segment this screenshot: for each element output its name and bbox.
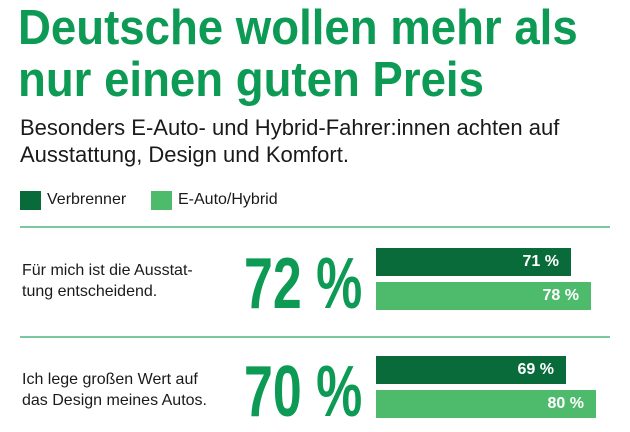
title-line-2: nur einen guten Preis bbox=[18, 53, 484, 107]
title-line-1: Deutsche wollen mehr als bbox=[18, 1, 578, 55]
legend-swatch-ehybrid bbox=[151, 191, 172, 210]
legend-swatch-verbrenner bbox=[20, 191, 41, 210]
bar-1-verbrenner: 71 % bbox=[376, 248, 571, 276]
subtitle-line-2: Ausstattung, Design und Komfort. bbox=[20, 142, 349, 167]
bar-1-ehybrid-label: 78 % bbox=[542, 287, 579, 304]
total-percent-2: 70 % bbox=[244, 352, 384, 432]
total-percent-1-text: 72 % bbox=[244, 244, 363, 324]
total-percent-1: 72 % bbox=[244, 244, 384, 324]
statement-2: Ich lege großen Wert auf das Design mein… bbox=[22, 369, 232, 411]
statement-1: Für mich ist die Ausstat- tung entscheid… bbox=[22, 260, 232, 302]
bar-2-verbrenner: 69 % bbox=[376, 356, 566, 384]
page-title: Deutsche wollen mehr als nur einen guten… bbox=[18, 2, 630, 106]
legend-label-verbrenner: Verbrenner bbox=[47, 191, 127, 208]
bar-2-verbrenner-label: 69 % bbox=[517, 361, 554, 378]
statement-2-line-2: das Design meines Autos. bbox=[22, 392, 207, 409]
legend-label-ehybrid: E-Auto/Hybrid bbox=[178, 191, 278, 208]
bar-1-verbrenner-label: 71 % bbox=[522, 253, 559, 270]
statement-1-line-2: tung entscheidend. bbox=[22, 283, 158, 300]
total-percent-2-text: 70 % bbox=[244, 352, 363, 432]
divider-top bbox=[20, 226, 610, 228]
subtitle-line-1: Besonders E-Auto- und Hybrid-Fahrer:inne… bbox=[20, 115, 560, 140]
bar-1-ehybrid: 78 % bbox=[376, 282, 591, 310]
bar-2-ehybrid: 80 % bbox=[376, 390, 596, 418]
statement-1-line-1: Für mich ist die Ausstat- bbox=[22, 262, 193, 279]
subtitle: Besonders E-Auto- und Hybrid-Fahrer:inne… bbox=[20, 114, 630, 168]
statement-2-line-1: Ich lege großen Wert auf bbox=[22, 371, 198, 388]
divider-middle bbox=[20, 336, 610, 338]
bar-2-ehybrid-label: 80 % bbox=[547, 395, 584, 412]
